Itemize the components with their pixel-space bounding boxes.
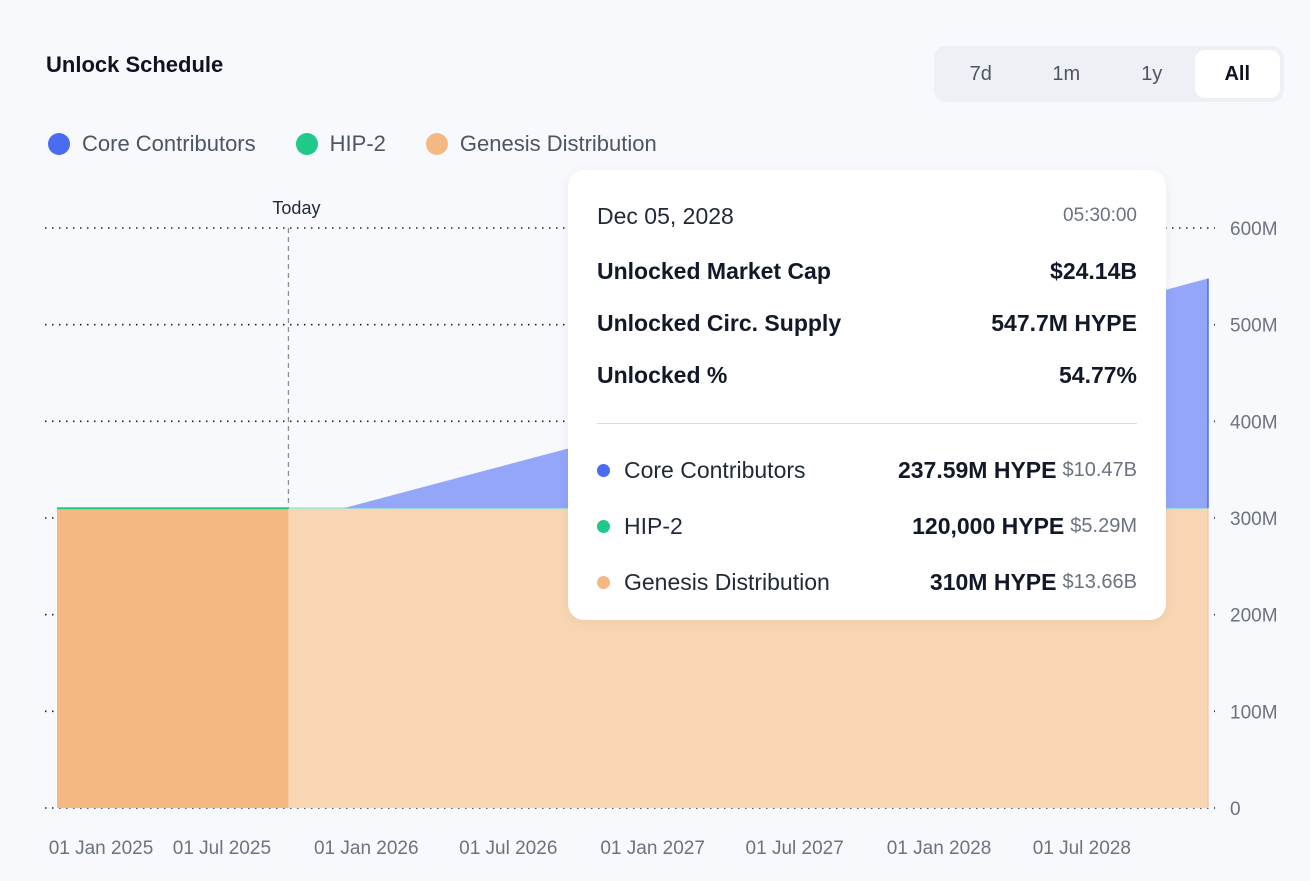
series-name: Genesis Distribution	[624, 568, 830, 595]
series-dot	[597, 575, 610, 589]
series-name: Core Contributors	[624, 456, 806, 483]
legend-dot	[48, 133, 70, 155]
series-usd: $5.29M	[1070, 514, 1137, 537]
x-tick-label: 01 Jul 2027	[746, 838, 844, 859]
stat-label: Unlocked %	[597, 361, 728, 388]
genesis-area-past	[57, 508, 289, 808]
y-tick-label: 200M	[1230, 606, 1278, 627]
divider	[597, 423, 1137, 424]
legend-label: HIP-2	[329, 131, 386, 156]
y-tick-label: 300M	[1230, 509, 1278, 530]
stat-value: $24.14B	[1050, 257, 1137, 284]
x-tick-label: 01 Jan 2025	[49, 838, 154, 859]
y-tick-label: 500M	[1230, 316, 1278, 337]
series-amount: 120,000 HYPE	[912, 512, 1065, 539]
x-tick-label: 01 Jul 2026	[459, 838, 557, 859]
range-all-button[interactable]: All	[1194, 50, 1280, 98]
tooltip-date: Dec 05, 2028	[597, 202, 734, 229]
range-7d-button[interactable]: 7d	[969, 62, 992, 85]
series-dot	[597, 519, 610, 533]
y-tick-label: 100M	[1230, 702, 1278, 723]
x-tick-label: 01 Jan 2028	[887, 838, 992, 859]
legend-genesis-distribution[interactable]: Genesis Distribution	[425, 131, 657, 157]
legend-label: Genesis Distribution	[459, 131, 657, 156]
breakdown-row: Core Contributors 237.59M HYPE $10.47B	[597, 442, 1137, 498]
breakdown-row: HIP-2 120,000 HYPE $5.29M	[597, 498, 1137, 554]
page-title: Unlock Schedule	[46, 52, 224, 77]
series-dot	[597, 463, 610, 477]
series-usd: $13.66B	[1062, 570, 1137, 593]
legend-hip-2[interactable]: HIP-2	[295, 131, 386, 157]
x-tick-label: 01 Jul 2025	[173, 838, 271, 859]
legend-label: Core Contributors	[82, 131, 256, 156]
x-tick-label: 01 Jan 2027	[600, 838, 705, 859]
series-usd: $10.47B	[1062, 458, 1137, 481]
series-amount: 237.59M HYPE	[897, 456, 1057, 483]
stat-label: Unlocked Market Cap	[597, 257, 831, 284]
tooltip-time: 05:30:00	[1063, 205, 1137, 226]
legend-core-contributors[interactable]: Core Contributors	[48, 131, 256, 157]
series-name: HIP-2	[624, 512, 683, 539]
stat-label: Unlocked Circ. Supply	[597, 309, 842, 336]
series-amount: 310M HYPE	[929, 568, 1057, 595]
range-1y-button[interactable]: 1y	[1141, 62, 1163, 85]
stat-value: 547.7M HYPE	[991, 309, 1137, 336]
chart-legend: Core Contributors HIP-2 Genesis Distribu…	[48, 131, 657, 157]
range-selector: 7d 1m 1y All	[934, 46, 1284, 102]
breakdown-row: Genesis Distribution 310M HYPE $13.66B	[597, 554, 1137, 610]
today-label: Today	[272, 198, 320, 218]
range-1m-button[interactable]: 1m	[1052, 62, 1081, 85]
y-tick-label: 400M	[1230, 412, 1278, 433]
stat-value: 54.77%	[1058, 361, 1137, 388]
chart-tooltip: Dec 05, 2028 05:30:00 Unlocked Market Ca…	[568, 170, 1166, 620]
y-tick-label: 600M	[1230, 219, 1278, 240]
legend-dot	[425, 133, 448, 155]
legend-dot	[295, 133, 318, 155]
x-tick-label: 01 Jul 2028	[1033, 838, 1131, 859]
x-tick-label: 01 Jan 2026	[314, 838, 419, 859]
y-tick-label: 0	[1230, 799, 1241, 820]
